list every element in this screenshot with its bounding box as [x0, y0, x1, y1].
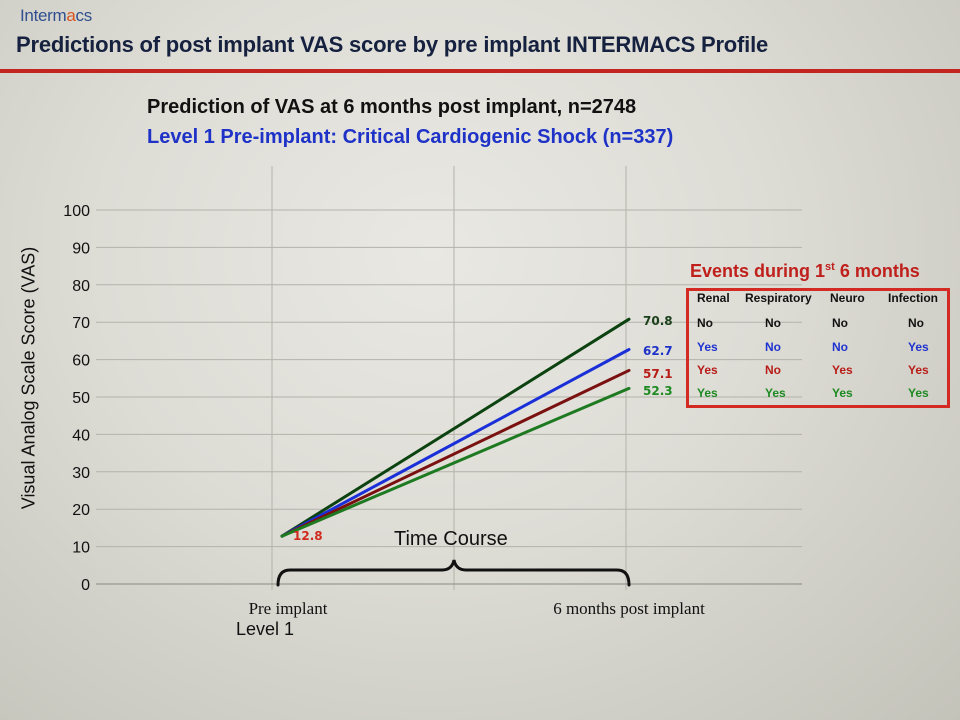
data-labels: 70.8 62.7 57.1 52.3 12.8	[293, 314, 673, 543]
y-tick-label: 100	[63, 203, 90, 220]
header-neuro: Neuro	[830, 291, 865, 305]
events-cell: Yes	[697, 386, 718, 400]
events-cell: Yes	[697, 340, 718, 354]
events-cell: No	[765, 316, 781, 330]
chart-subtitle: Prediction of VAS at 6 months post impla…	[147, 96, 637, 118]
events-cell: Yes	[697, 363, 718, 377]
events-cell: No	[765, 363, 781, 377]
y-tick-label: 20	[72, 502, 90, 519]
events-cell: No	[697, 316, 713, 330]
x-category-label: 6 months post implant	[553, 599, 705, 618]
time-course-label: Time Course	[394, 528, 508, 550]
y-tick-label: 70	[72, 315, 90, 332]
y-tick-label: 10	[72, 540, 90, 557]
y-tick-label: 30	[72, 465, 90, 482]
end-value-label: 52.3	[643, 384, 673, 398]
header-respiratory: Respiratory	[745, 291, 812, 305]
events-cell: Yes	[908, 386, 929, 400]
start-value-label: 12.8	[293, 529, 323, 543]
y-tick-label: 0	[81, 577, 90, 594]
series-lines	[280, 317, 631, 538]
chart-level-description: Level 1 Pre-implant: Critical Cardiogeni…	[147, 126, 674, 148]
events-cell: Yes	[765, 386, 786, 400]
y-tick-label: 90	[72, 240, 90, 257]
end-value-label: 62.7	[643, 344, 673, 358]
y-axis-label: Visual Analog Scale Score (VAS)	[18, 246, 39, 510]
events-title: Events during 1st 6 months	[690, 261, 920, 281]
events-cell: Yes	[832, 386, 853, 400]
events-cell: No	[765, 340, 781, 354]
time-course-brace-path	[276, 559, 631, 587]
end-value-label: 70.8	[643, 314, 673, 328]
time-course-brace	[276, 559, 631, 587]
y-tick-label: 50	[72, 390, 90, 407]
events-table-border	[686, 288, 950, 408]
title-divider	[0, 69, 960, 73]
series-line	[280, 386, 631, 538]
events-cell: Yes	[908, 363, 929, 377]
intermacs-logo: Intermacs	[20, 6, 92, 25]
x-category-labels: Pre implant 6 months post implant	[249, 599, 705, 618]
y-tick-labels: 0 10 20 30 40 50 60 70 80 90 100	[63, 203, 90, 594]
level-label: Level 1	[236, 619, 295, 639]
end-value-label: 57.1	[643, 367, 673, 381]
y-tick-label: 60	[72, 353, 90, 370]
events-cell: Yes	[908, 340, 929, 354]
header-renal: Renal	[697, 291, 730, 305]
y-tick-label: 80	[72, 278, 90, 295]
series-line	[280, 348, 631, 538]
slide-title: Predictions of post implant VAS score by…	[16, 32, 769, 57]
header-infection: Infection	[888, 291, 938, 305]
events-cell: No	[832, 316, 848, 330]
events-cell: No	[832, 340, 848, 354]
series-line	[280, 317, 631, 538]
events-cell: No	[908, 316, 924, 330]
vertical-guides	[271, 166, 627, 590]
y-tick-label: 40	[72, 427, 90, 444]
x-category-label: Pre implant	[249, 599, 328, 618]
events-cell: Yes	[832, 363, 853, 377]
series-line	[280, 368, 631, 538]
